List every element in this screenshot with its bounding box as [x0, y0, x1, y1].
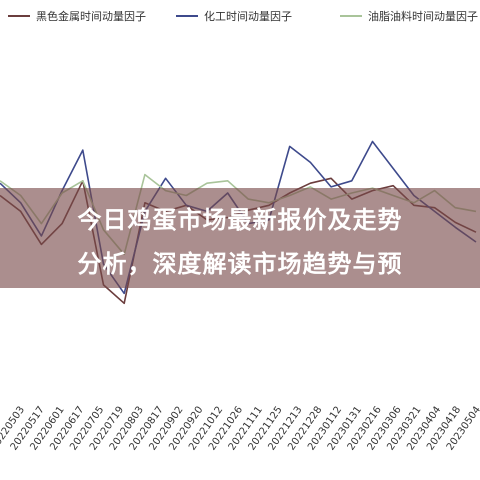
headline-banner: 今日鸡蛋市场最新报价及走势 分析，深度解读市场趋势与预 — [0, 188, 480, 288]
legend-label-1: 黑色金属时间动量因子 — [36, 9, 146, 23]
legend-label-3: 油脂油料时间动量因子 — [368, 9, 478, 23]
chart-legend: 黑色金属时间动量因子 化工时间动量因子 油脂油料时间动量因子 — [8, 9, 478, 23]
headline-line-2: 分析，深度解读市场趋势与预 — [77, 250, 403, 278]
x-axis-ticks: 2022050320220517202206012022061720220705… — [0, 405, 480, 453]
legend-label-2: 化工时间动量因子 — [204, 9, 292, 23]
headline-line-1: 今日鸡蛋市场最新报价及走势 — [77, 206, 403, 234]
